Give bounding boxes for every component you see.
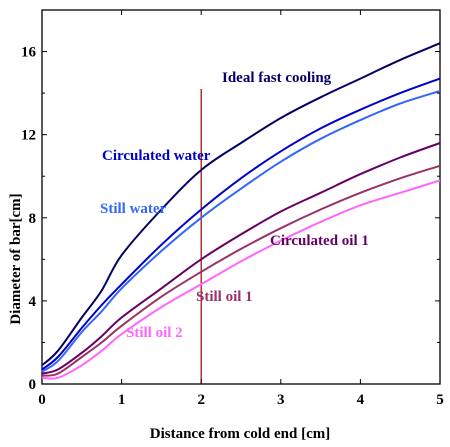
x-tick-label: 0 — [38, 392, 46, 408]
x-tick-label: 5 — [436, 392, 444, 408]
series-label-still-water: Still water — [100, 201, 167, 217]
x-tick-label: 4 — [357, 392, 365, 408]
x-tick-label: 2 — [197, 392, 205, 408]
y-tick-label: 12 — [21, 128, 36, 144]
series-labels: Ideal fast cooling Circulated water Still … — [100, 70, 369, 341]
y-tick-label: 0 — [29, 377, 37, 393]
y-tick-label: 16 — [21, 45, 37, 61]
series-line-still-oil-1 — [41, 164, 441, 377]
plot-frame — [41, 9, 441, 385]
y-tick-label: 4 — [29, 294, 37, 310]
y-axis-label: Diameter of bar[cm] — [8, 193, 24, 324]
series-line-circulated-oil-1 — [41, 142, 441, 375]
series-group — [41, 42, 441, 380]
series-line-still-oil-2 — [41, 179, 441, 380]
series-label-still-oil-1: Still oil 1 — [196, 289, 253, 305]
series-line-ideal-fast-cooling — [41, 42, 441, 367]
series-label-ideal-fast-cooling: Ideal fast cooling — [222, 70, 332, 86]
series-label-circulated-oil-1: Circulated oil 1 — [270, 233, 369, 249]
plot-area-border — [41, 9, 441, 385]
y-tick-label: 8 — [29, 211, 37, 227]
series-label-circulated-water: Circulated water — [102, 148, 211, 164]
series-label-still-oil-2: Still oil 2 — [126, 325, 183, 341]
x-axis-label: Distance from cold end [cm] — [150, 426, 331, 442]
series-line-circulated-water — [41, 77, 441, 371]
x-tick-label: 3 — [277, 392, 285, 408]
x-tick-label: 1 — [118, 392, 126, 408]
series-line-still-water — [41, 90, 441, 373]
